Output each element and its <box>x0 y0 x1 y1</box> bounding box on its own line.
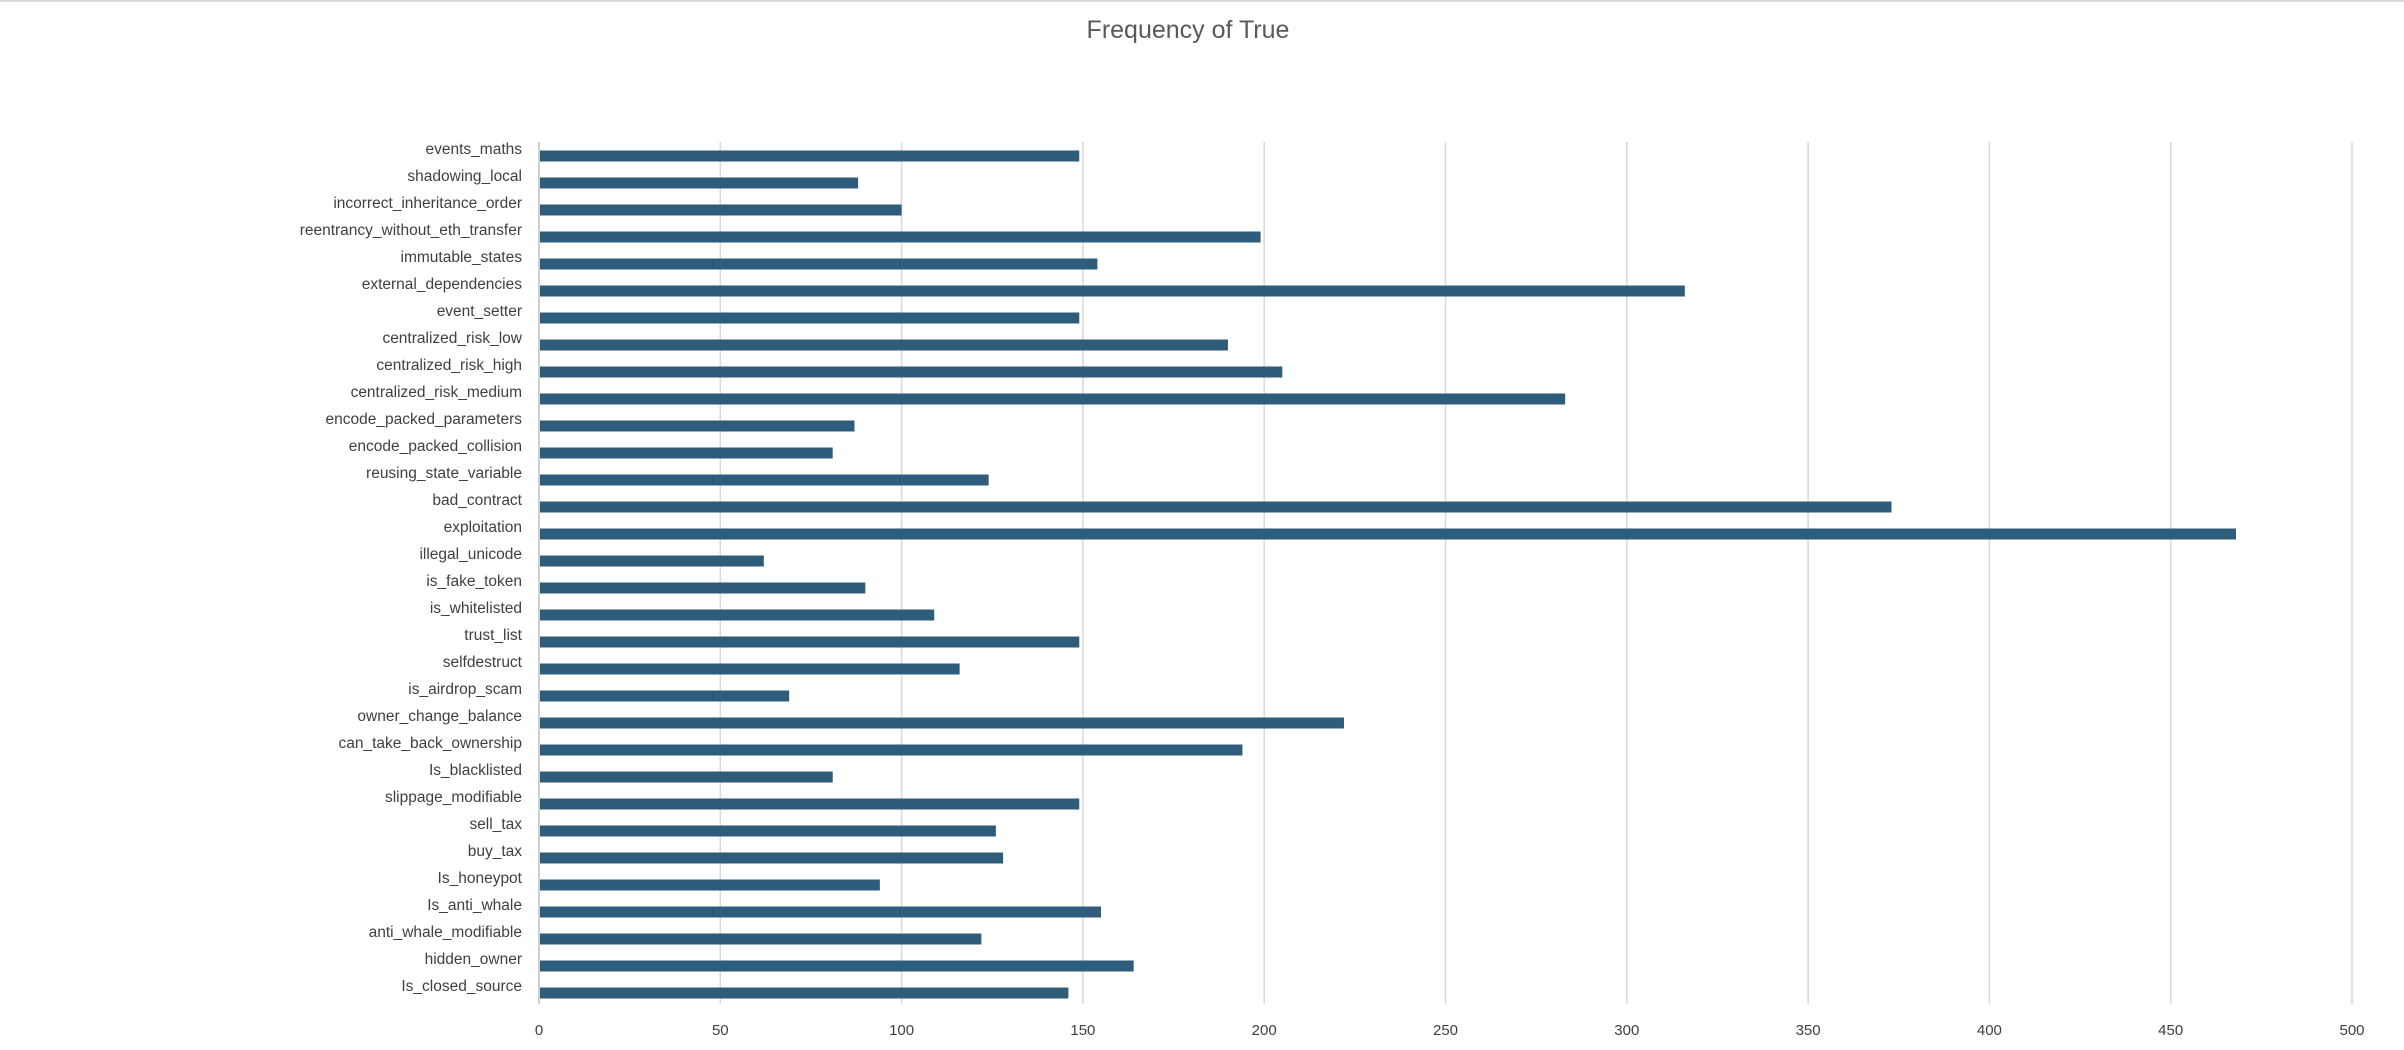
category-label: immutable_states <box>401 249 523 266</box>
category-label: owner_change_balance <box>357 708 522 725</box>
bar-illegal_unicode <box>540 555 764 567</box>
x-tick-label: 50 <box>712 1022 729 1039</box>
chart-title: Frequency of True <box>1086 16 1290 44</box>
category-label: events_maths <box>426 141 523 158</box>
category-label: selfdestruct <box>443 654 523 671</box>
bar-immutable_states <box>540 258 1098 270</box>
category-label: illegal_unicode <box>419 546 522 563</box>
x-tick-label: 400 <box>1977 1022 2002 1039</box>
bar-external_dependencies <box>540 285 1685 297</box>
category-label: Is_anti_whale <box>427 897 522 914</box>
bar-encode_packed_parameters <box>540 420 855 432</box>
category-label: reusing_state_variable <box>366 465 522 482</box>
x-tick-label: 500 <box>2339 1022 2364 1039</box>
gridlines <box>538 142 2353 1004</box>
bar-buy_tax <box>540 852 1004 864</box>
top-border <box>0 0 2404 2</box>
category-label: exploitation <box>444 519 522 536</box>
category-label: event_setter <box>437 303 522 320</box>
bar-selfdestruct <box>540 663 960 675</box>
category-label: slippage_modifiable <box>385 789 522 806</box>
category-label: is_airdrop_scam <box>408 681 522 698</box>
category-label: Is_blacklisted <box>429 762 522 779</box>
category-label: buy_tax <box>468 843 523 860</box>
category-label: trust_list <box>464 627 522 644</box>
category-label: encode_packed_collision <box>349 438 522 455</box>
bar-sell_tax <box>540 825 996 837</box>
bar-is_fake_token <box>540 582 866 594</box>
category-label: encode_packed_parameters <box>326 411 523 428</box>
x-tick-label: 100 <box>889 1022 914 1039</box>
bar-reentrancy_without_eth_transfer <box>540 231 1261 243</box>
category-label: external_dependencies <box>362 276 523 293</box>
x-tick-label: 0 <box>535 1022 543 1039</box>
bar-Is_blacklisted <box>540 771 833 783</box>
bar-shadowing_local <box>540 177 859 189</box>
x-tick-label: 250 <box>1433 1022 1458 1039</box>
category-label: reentrancy_without_eth_transfer <box>300 222 522 239</box>
bar-encode_packed_collision <box>540 447 833 459</box>
bar-hidden_owner <box>540 960 1134 972</box>
category-label: Is_honeypot <box>438 870 523 887</box>
category-label: bad_contract <box>432 492 522 509</box>
bar-is_airdrop_scam <box>540 690 790 702</box>
bar-events_maths <box>540 150 1080 162</box>
x-tick-label: 300 <box>1614 1022 1639 1039</box>
x-axis-tick-labels: 0 50 100 150 200 250 300 350 400 450 500 <box>535 1022 2365 1039</box>
category-labels: events_maths shadowing_local incorrect_inh… <box>300 141 523 995</box>
bar-owner_change_balance <box>540 717 1344 729</box>
bar-centralized_risk_high <box>540 366 1283 378</box>
x-tick-label: 150 <box>1070 1022 1095 1039</box>
bar-exploitation <box>540 528 2236 540</box>
bar-Is_anti_whale <box>540 906 1102 918</box>
bar-centralized_risk_medium <box>540 393 1566 405</box>
category-label: can_take_back_ownership <box>338 735 522 752</box>
category-label: is_fake_token <box>426 573 522 590</box>
bar-is_whitelisted <box>540 609 935 621</box>
bar-Is_honeypot <box>540 879 880 891</box>
category-label: incorrect_inheritance_order <box>333 195 522 212</box>
bar-can_take_back_ownership <box>540 744 1243 756</box>
category-label: shadowing_local <box>407 168 522 185</box>
category-label: is_whitelisted <box>430 600 522 617</box>
bars <box>540 150 2236 999</box>
x-tick-label: 200 <box>1252 1022 1277 1039</box>
category-label: centralized_risk_medium <box>351 384 522 401</box>
category-label: anti_whale_modifiable <box>369 924 522 941</box>
category-label: centralized_risk_high <box>376 357 522 374</box>
category-label: centralized_risk_low <box>382 330 522 347</box>
bar-reusing_state_variable <box>540 474 989 486</box>
category-label: hidden_owner <box>425 951 522 968</box>
x-tick-label: 350 <box>1796 1022 1821 1039</box>
bar-trust_list <box>540 636 1080 648</box>
bar-bad_contract <box>540 501 1892 513</box>
category-label: Is_closed_source <box>401 978 522 995</box>
x-tick-label: 450 <box>2158 1022 2183 1039</box>
bar-incorrect_inheritance_order <box>540 204 902 216</box>
category-label: sell_tax <box>469 816 522 833</box>
bar-event_setter <box>540 312 1080 324</box>
bar-slippage_modifiable <box>540 798 1080 810</box>
bar-centralized_risk_low <box>540 339 1228 351</box>
bar-anti_whale_modifiable <box>540 933 982 945</box>
bar-Is_closed_source <box>540 987 1069 999</box>
